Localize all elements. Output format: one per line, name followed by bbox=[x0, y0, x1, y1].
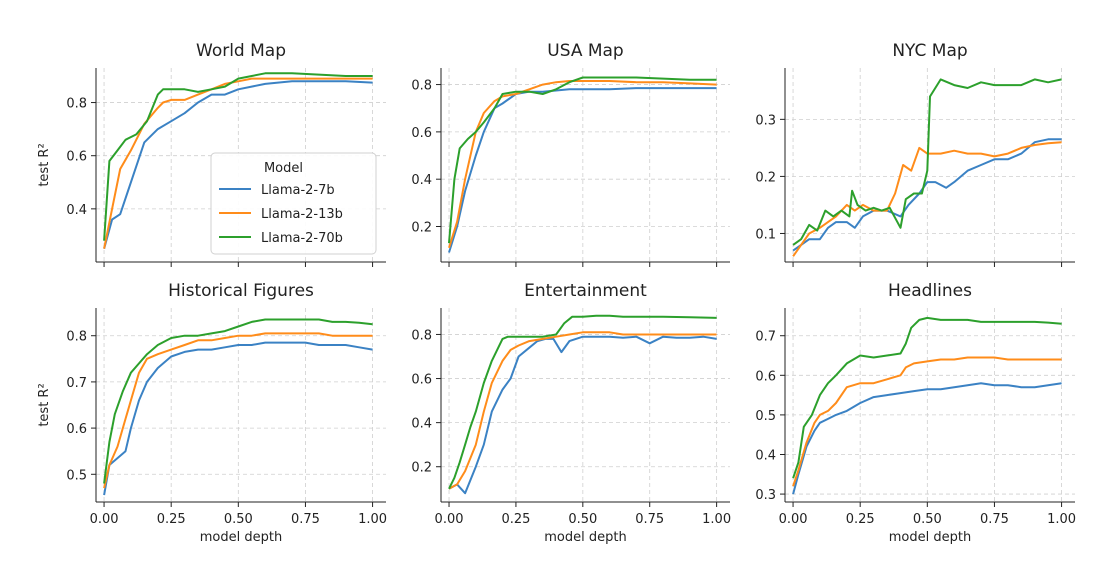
y-tick-label: 0.8 bbox=[411, 79, 432, 94]
y-tick-label: 0.4 bbox=[755, 448, 776, 463]
y-tick-label: 0.5 bbox=[755, 409, 776, 424]
legend-entry-label: Llama-2-70b bbox=[261, 231, 343, 246]
y-tick-label: 0.6 bbox=[411, 126, 432, 141]
y-tick-label: 0.7 bbox=[66, 376, 87, 391]
series-line-llama-2-70b bbox=[103, 72, 373, 241]
x-tick-label: 0.75 bbox=[291, 512, 320, 527]
y-tick-label: 0.3 bbox=[755, 113, 776, 128]
x-tick-label: 0.00 bbox=[90, 512, 119, 527]
legend-entry-label: Llama-2-7b bbox=[261, 183, 335, 198]
series-line-llama-2-13b bbox=[103, 332, 373, 489]
x-tick-label: 0.50 bbox=[568, 512, 597, 527]
subplot-title: Headlines bbox=[888, 281, 972, 301]
x-tick-label: 0.25 bbox=[846, 512, 875, 527]
legend: Model Llama-2-7b Llama-2-13b Llama-2-70b bbox=[210, 152, 377, 255]
series-line-llama-2-70b bbox=[103, 318, 373, 484]
subplot-historical-figures: 0.00 0.25 0.50 0.75 1.00 0.5 0.6 0.7 0.8 Historic… bbox=[37, 281, 387, 545]
legend-box bbox=[210, 152, 377, 255]
y-tick-label: 0.6 bbox=[755, 369, 776, 384]
x-axis-label: model depth bbox=[544, 530, 626, 545]
y-tick-label: 0.2 bbox=[411, 221, 432, 236]
subplot-title: NYC Map bbox=[892, 41, 967, 61]
x-tick-label: 1.00 bbox=[702, 512, 731, 527]
y-tick-label: 0.8 bbox=[411, 328, 432, 343]
series-line-llama-2-13b bbox=[448, 80, 717, 249]
x-tick-label: 0.50 bbox=[224, 512, 253, 527]
x-tick-label: 1.00 bbox=[358, 512, 387, 527]
subplot-headlines: 0.00 0.25 0.50 0.75 1.00 0.3 0.4 0.5 0.6 0.7 Headl… bbox=[755, 281, 1076, 545]
series-line-llama-2-7b bbox=[448, 87, 717, 253]
series-line-llama-2-7b bbox=[103, 341, 373, 496]
series-line-llama-2-7b bbox=[103, 80, 373, 249]
y-tick-label: 0.8 bbox=[66, 97, 87, 112]
y-tick-label: 0.4 bbox=[411, 417, 432, 432]
y-tick-label: 0.1 bbox=[755, 227, 776, 242]
y-tick-label: 0.2 bbox=[755, 170, 776, 185]
y-tick-label: 0.7 bbox=[755, 330, 776, 345]
subplot-entertainment: 0.00 0.25 0.50 0.75 1.00 0.2 0.4 0.6 0.8 Entertai… bbox=[411, 281, 731, 545]
subplot-title: Historical Figures bbox=[168, 281, 314, 301]
y-axis-label: test R² bbox=[37, 383, 52, 426]
x-tick-label: 1.00 bbox=[1047, 512, 1076, 527]
legend-entry-label: Llama-2-13b bbox=[261, 207, 343, 222]
x-tick-label: 0.25 bbox=[501, 512, 530, 527]
subplot-usa-map: 0.2 0.4 0.6 0.8 USA Map bbox=[411, 41, 730, 267]
y-axis-label: test R² bbox=[37, 143, 52, 186]
y-tick-label: 0.6 bbox=[411, 373, 432, 388]
subplot-world-map: 0.4 0.6 0.8 World Map test R² Model Llama-2-7b… bbox=[37, 41, 386, 267]
subplot-title: Entertainment bbox=[524, 281, 647, 301]
legend-title: Model bbox=[264, 161, 303, 176]
series-line-llama-2-13b bbox=[792, 356, 1062, 487]
series-line-llama-2-7b bbox=[792, 382, 1062, 495]
y-tick-label: 0.4 bbox=[66, 203, 87, 218]
subplot-title: USA Map bbox=[547, 41, 623, 61]
series-line-llama-2-13b bbox=[792, 141, 1062, 257]
series-line-llama-2-70b bbox=[792, 316, 1062, 479]
x-tick-label: 0.25 bbox=[157, 512, 186, 527]
y-tick-label: 0.8 bbox=[66, 330, 87, 345]
x-tick-label: 0.00 bbox=[779, 512, 808, 527]
subplot-title: World Map bbox=[196, 41, 286, 61]
series-line-llama-2-13b bbox=[103, 77, 373, 249]
series-line-llama-2-70b bbox=[792, 78, 1062, 246]
x-axis-label: model depth bbox=[889, 530, 971, 545]
series-line-llama-2-7b bbox=[448, 335, 717, 495]
x-tick-label: 0.00 bbox=[435, 512, 464, 527]
x-axis-label: model depth bbox=[200, 530, 282, 545]
series-line-llama-2-7b bbox=[792, 138, 1062, 252]
y-tick-label: 0.6 bbox=[66, 150, 87, 165]
x-tick-label: 0.75 bbox=[635, 512, 664, 527]
y-tick-label: 0.3 bbox=[755, 488, 776, 503]
x-tick-label: 0.50 bbox=[913, 512, 942, 527]
y-tick-label: 0.2 bbox=[411, 461, 432, 476]
subplot-nyc-map: 0.1 0.2 0.3 NYC Map bbox=[755, 41, 1075, 267]
x-tick-label: 0.75 bbox=[980, 512, 1009, 527]
series-line-llama-2-70b bbox=[448, 314, 717, 490]
y-tick-label: 0.6 bbox=[66, 422, 87, 437]
series-line-llama-2-13b bbox=[448, 331, 717, 490]
y-tick-label: 0.5 bbox=[66, 468, 87, 483]
series-line-llama-2-70b bbox=[448, 76, 717, 244]
y-tick-label: 0.4 bbox=[411, 173, 432, 188]
